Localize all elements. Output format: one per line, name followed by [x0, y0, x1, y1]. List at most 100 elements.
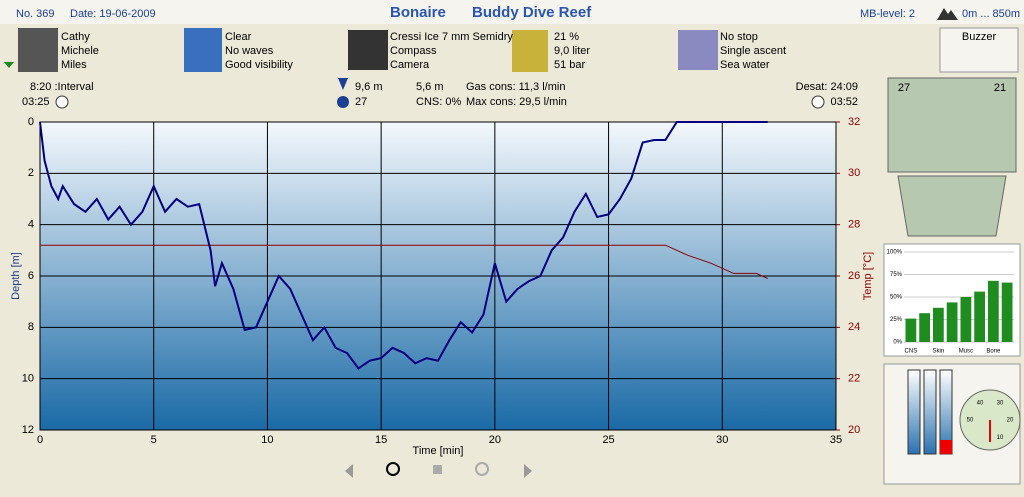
y-tick-label: 6: [28, 270, 34, 282]
lcd-screen: [887, 77, 1017, 173]
y2-tick-label: 20: [848, 424, 860, 436]
site: Buddy Dive Reef: [472, 4, 592, 21]
y-tick-label: 2: [28, 167, 34, 179]
label: 27: [355, 96, 367, 108]
nav-stop[interactable]: [433, 465, 442, 474]
lcd-value: 21: [994, 82, 1006, 94]
clock-icon: [811, 95, 825, 109]
label: Miles: [61, 59, 87, 71]
y-axis-label: Depth [m]: [10, 252, 22, 300]
location: Bonaire: [390, 4, 446, 21]
label: Desat: 24:09: [796, 81, 858, 93]
label: 8:20 :Interval: [30, 81, 94, 93]
label: 0m ... 850m: [962, 8, 1020, 20]
x-tick-label: 35: [830, 434, 842, 446]
label: Michele: [61, 45, 99, 57]
label: No waves: [225, 45, 274, 57]
y2-tick-label: 26: [848, 270, 860, 282]
header-bar: [0, 0, 1024, 24]
bar: [933, 307, 944, 342]
y2-tick-label: 24: [848, 321, 860, 333]
label: MB-level: 2: [860, 8, 915, 20]
y-tick-label: 4: [28, 219, 34, 231]
zoom-in[interactable]: [386, 462, 400, 476]
lcd-value: 27: [898, 82, 910, 94]
x-axis-label: Time [min]: [413, 445, 464, 457]
gauge-label: 20: [1007, 418, 1014, 424]
label: Single ascent: [720, 45, 786, 57]
tube: [907, 369, 921, 455]
depth-icon: [338, 78, 348, 90]
y2-tick-label: 28: [848, 219, 860, 231]
x-tick-label: CNS: [905, 349, 918, 355]
label: 03:25: [22, 96, 50, 108]
label: CNS: 0%: [416, 96, 461, 108]
y-tick-label: 50%: [890, 295, 903, 301]
label: No. 369: [16, 8, 55, 20]
gauge-label: 30: [997, 400, 1004, 406]
label: Camera: [390, 59, 430, 71]
label: 51 bar: [554, 59, 586, 71]
tube: [923, 369, 937, 455]
label: Clear: [225, 31, 252, 43]
bar: [919, 313, 930, 342]
buddy-icon: [18, 28, 58, 72]
y-tick-label: 100%: [887, 250, 903, 256]
bar: [988, 280, 999, 342]
weather-icon: [184, 28, 222, 72]
y-tick-label: 0: [28, 116, 34, 128]
label: Compass: [390, 45, 437, 57]
label: Max cons: 29,5 l/min: [466, 96, 567, 108]
x-tick-label: Bone: [986, 349, 1001, 355]
dropdown[interactable]: [4, 62, 14, 68]
gauge-label: 40: [977, 400, 984, 406]
y2-tick-label: 30: [848, 167, 860, 179]
temp-icon: [337, 96, 349, 108]
bar: [960, 297, 972, 342]
nav-prev[interactable]: [345, 464, 353, 478]
tank-icon: [512, 30, 548, 72]
bar: [946, 302, 958, 342]
equipment-icon: [348, 30, 388, 70]
lcd-lower: [897, 175, 1007, 237]
label: No stop: [720, 31, 758, 43]
label: Cressi Ice 7 mm Semidry: [390, 31, 513, 43]
label: Gas cons: 11,3 l/min: [466, 81, 565, 93]
x-tick-label: 15: [375, 434, 387, 446]
y-tick-label: 12: [22, 424, 34, 436]
mountain-icon: [937, 8, 958, 20]
bar: [905, 318, 917, 342]
x-tick-label: 10: [261, 434, 273, 446]
tube-level: [940, 440, 952, 454]
label: Good visibility: [225, 59, 293, 71]
y2-tick-label: 32: [848, 116, 860, 128]
label: Sea water: [720, 59, 770, 71]
label: 5,6 m: [416, 81, 444, 93]
y-tick-label: 8: [28, 321, 34, 333]
x-tick-label: Musc: [959, 349, 973, 355]
label: 9,6 m: [355, 81, 383, 93]
label: Date: 19-06-2009: [70, 8, 156, 20]
y-tick-label: 10: [22, 373, 34, 385]
label: 9,0 liter: [554, 45, 590, 57]
y-tick-label: 25%: [890, 317, 903, 323]
bar: [974, 291, 985, 342]
y2-axis-label: Temp [°C]: [862, 252, 874, 300]
x-tick-label: Skin: [933, 349, 945, 355]
alarm-box: [939, 27, 1019, 73]
y2-tick-label: 22: [848, 373, 860, 385]
bar: [1001, 282, 1013, 342]
label: 21 %: [554, 31, 579, 43]
y-tick-label: 75%: [890, 272, 903, 278]
depth-line: [39, 121, 768, 370]
x-tick-label: 5: [151, 434, 157, 446]
nav-next[interactable]: [524, 464, 532, 478]
x-tick-label: 25: [602, 434, 614, 446]
x-tick-label: 20: [489, 434, 501, 446]
zoom-out[interactable]: [475, 462, 489, 476]
dive-type-icon: [678, 30, 718, 70]
gauge-label: 10: [997, 435, 1004, 441]
label: Buzzer: [962, 31, 997, 43]
